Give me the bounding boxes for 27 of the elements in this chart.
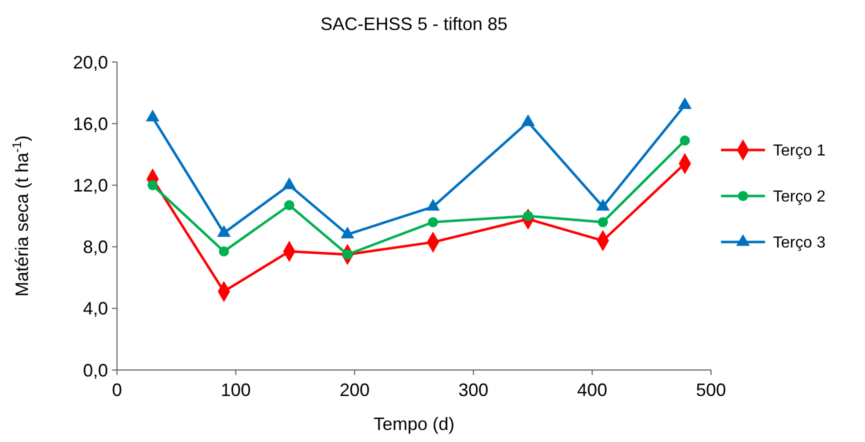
legend-label: Terço 1 — [773, 142, 826, 160]
x-tick-label: 400 — [577, 380, 608, 400]
point — [148, 180, 158, 190]
point — [521, 114, 535, 126]
point — [146, 110, 160, 122]
y-tick-label: 4,0 — [82, 298, 108, 319]
chart-title: SAC-EHSS 5 - tifton 85 — [320, 14, 508, 34]
y-tick-label: 8,0 — [82, 237, 108, 258]
point — [678, 97, 692, 110]
point — [218, 246, 229, 256]
x-tick-label: 0 — [112, 380, 122, 400]
legend-label: Terço 2 — [773, 188, 826, 206]
point — [428, 217, 438, 228]
x-tick-label: 100 — [220, 380, 251, 400]
point — [284, 200, 294, 210]
point — [598, 217, 608, 228]
x-tick-label: 200 — [340, 380, 370, 400]
y-tick-label: 0,0 — [82, 360, 108, 380]
point — [680, 136, 690, 146]
y-tick-label: 20,0 — [72, 52, 108, 72]
legend-label: Terço 3 — [773, 234, 826, 252]
y-tick-label: 12,0 — [72, 176, 108, 196]
x-tick-label: 500 — [696, 380, 726, 400]
y-tick-label: 16,0 — [72, 114, 108, 134]
x-axis-title: Tempo (d) — [373, 414, 455, 434]
point — [282, 177, 296, 190]
x-tick-label: 300 — [458, 380, 488, 400]
